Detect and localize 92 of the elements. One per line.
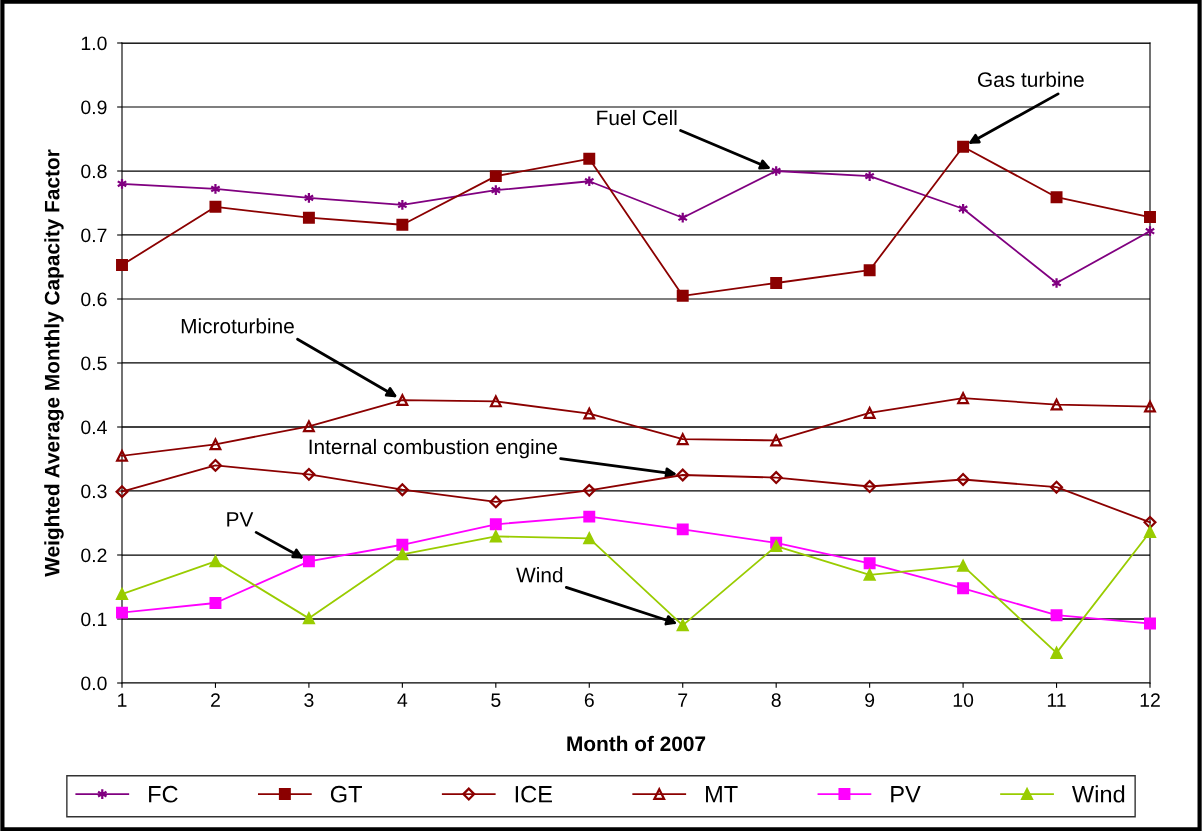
point [489, 170, 502, 183]
x-tick-label: 11 [1047, 693, 1066, 707]
point [1144, 400, 1156, 413]
legend-label: GT [330, 785, 362, 803]
point [1143, 515, 1157, 529]
x-tick-label: 7 [678, 693, 688, 707]
point [116, 259, 128, 272]
legend-label: MT [706, 786, 738, 803]
point [209, 438, 222, 451]
y-tick-label: 0.6 [81, 292, 107, 307]
x-tick-label: 9 [865, 693, 875, 707]
y-tick-label: 0.2 [81, 548, 107, 563]
point [582, 483, 596, 497]
point [489, 395, 502, 408]
point [489, 530, 502, 543]
point [208, 458, 222, 472]
point [302, 211, 315, 224]
legend-label: ICE [515, 785, 552, 803]
annotation: Microturbine [181, 318, 294, 334]
legend-label: Wind [1072, 785, 1125, 803]
point [302, 612, 315, 625]
point [1050, 191, 1063, 204]
y-axis-title: Weighted Average Monthly Capacity Factor [44, 149, 64, 577]
annotation: Wind [516, 567, 563, 583]
point [583, 532, 596, 545]
x-tick-label: 4 [397, 693, 408, 707]
legend-label: FC [149, 785, 178, 803]
point [863, 557, 876, 570]
point [957, 582, 970, 595]
point [863, 480, 877, 494]
point [396, 548, 409, 561]
point [1050, 398, 1063, 411]
point [115, 485, 129, 499]
point [1050, 609, 1063, 622]
x-tick-label: 6 [584, 693, 594, 707]
point [583, 152, 596, 165]
point [676, 619, 689, 632]
point [863, 406, 876, 419]
annotation: Fuel Cell [597, 109, 677, 126]
point [302, 555, 315, 568]
x-tick-label: 2 [211, 693, 220, 707]
point [863, 568, 876, 581]
y-tick-label: 0.9 [81, 100, 107, 115]
point [209, 555, 222, 568]
y-tick-label: 0.3 [81, 484, 107, 499]
point [769, 471, 783, 485]
point [489, 518, 502, 531]
y-tick-label: 0.5 [81, 356, 107, 371]
x-tick-label: 12 [1140, 693, 1160, 707]
point [1050, 480, 1064, 494]
point [957, 559, 970, 572]
point [583, 407, 596, 420]
point [116, 449, 128, 462]
point [770, 434, 783, 447]
y-tick-label: 1.0 [81, 36, 107, 51]
y-tick-label: 0.4 [81, 420, 107, 435]
y-tick-label: 0.7 [81, 228, 107, 243]
x-tick-label: 5 [491, 693, 501, 707]
point [302, 420, 315, 433]
point [302, 467, 316, 481]
x-tick-label: 1 [118, 693, 127, 707]
legend-label: PV [891, 786, 921, 803]
point [396, 218, 409, 231]
point [1144, 617, 1156, 630]
y-tick-label: 0.8 [81, 164, 107, 179]
point [1144, 211, 1156, 224]
point [676, 289, 689, 302]
point [396, 538, 409, 551]
point [116, 606, 128, 619]
point [209, 597, 222, 609]
x-tick-label: 8 [771, 693, 781, 707]
x-axis-title: Month of 2007 [567, 735, 706, 752]
y-tick-label: 0.0 [81, 676, 107, 691]
x-tick-label: 3 [304, 693, 314, 707]
point [1144, 525, 1156, 538]
x-tick-label: 10 [953, 693, 974, 707]
point [395, 483, 409, 497]
point [489, 495, 503, 509]
y-tick-label: 0.1 [81, 612, 107, 627]
annotation: Gas turbine [978, 71, 1084, 88]
point [209, 200, 222, 213]
annotation: Internal combustion engine [309, 438, 557, 459]
annotation: PV [227, 512, 254, 527]
point [770, 277, 783, 289]
point [863, 264, 876, 277]
point [1050, 646, 1063, 659]
point [676, 468, 690, 482]
point [957, 140, 970, 153]
point [956, 472, 970, 486]
point [583, 510, 596, 523]
point [676, 523, 689, 536]
point [116, 588, 128, 601]
